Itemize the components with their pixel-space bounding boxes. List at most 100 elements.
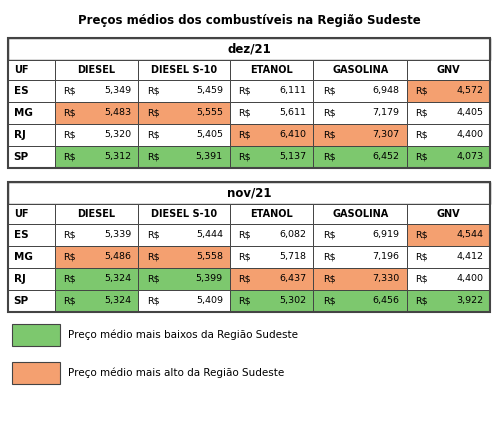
Text: RJ: RJ — [13, 274, 25, 284]
Text: 4,572: 4,572 — [456, 86, 484, 95]
Bar — [55, 102, 138, 124]
Text: R$: R$ — [323, 231, 335, 239]
Text: 6,452: 6,452 — [373, 153, 399, 161]
Text: 5,399: 5,399 — [196, 275, 223, 283]
Bar — [8, 224, 55, 246]
Text: Preços médios dos combustíveis na Região Sudeste: Preços médios dos combustíveis na Região… — [78, 14, 420, 27]
Text: 6,948: 6,948 — [373, 86, 399, 95]
Text: 6,437: 6,437 — [279, 275, 307, 283]
Text: R$: R$ — [63, 153, 76, 161]
Bar — [8, 204, 55, 224]
Text: 5,391: 5,391 — [196, 153, 223, 161]
Bar — [313, 204, 407, 224]
Text: GASOLINA: GASOLINA — [332, 65, 388, 75]
Bar — [138, 268, 230, 290]
Bar — [230, 60, 313, 80]
Text: ES: ES — [13, 86, 28, 96]
Text: 5,611: 5,611 — [279, 109, 307, 117]
Bar — [8, 80, 55, 102]
Text: R$: R$ — [63, 275, 76, 283]
Text: R$: R$ — [147, 296, 160, 306]
Text: R$: R$ — [323, 86, 335, 95]
Text: 5,459: 5,459 — [196, 86, 223, 95]
Text: R$: R$ — [323, 275, 335, 283]
Text: R$: R$ — [239, 153, 251, 161]
Text: 4,405: 4,405 — [456, 109, 484, 117]
Bar — [8, 124, 55, 146]
Bar — [55, 124, 138, 146]
Text: 4,400: 4,400 — [456, 275, 484, 283]
Text: GNV: GNV — [437, 65, 460, 75]
Text: GNV: GNV — [437, 209, 460, 219]
Text: R$: R$ — [323, 109, 335, 117]
Bar — [55, 268, 138, 290]
Text: 5,483: 5,483 — [105, 109, 131, 117]
Text: R$: R$ — [239, 275, 251, 283]
Text: R$: R$ — [63, 231, 76, 239]
Text: 6,456: 6,456 — [373, 296, 399, 306]
Bar — [138, 80, 230, 102]
Text: R$: R$ — [415, 130, 428, 140]
Text: 6,919: 6,919 — [373, 231, 399, 239]
Text: GASOLINA: GASOLINA — [332, 209, 388, 219]
Text: nov/21: nov/21 — [227, 187, 271, 200]
Bar — [8, 246, 55, 268]
Bar — [230, 246, 313, 268]
Bar — [230, 102, 313, 124]
Bar — [230, 124, 313, 146]
Text: R$: R$ — [63, 109, 76, 117]
Bar — [138, 102, 230, 124]
Bar — [8, 268, 55, 290]
Bar — [8, 290, 55, 312]
Text: 4,544: 4,544 — [456, 231, 484, 239]
Text: 5,349: 5,349 — [105, 86, 131, 95]
Bar — [313, 146, 407, 168]
Text: DIESEL: DIESEL — [78, 209, 116, 219]
Text: SP: SP — [13, 152, 29, 162]
Text: RJ: RJ — [13, 130, 25, 140]
Text: 5,324: 5,324 — [105, 296, 131, 306]
Text: R$: R$ — [415, 153, 428, 161]
Text: 5,555: 5,555 — [196, 109, 223, 117]
Text: R$: R$ — [63, 86, 76, 95]
Text: 5,409: 5,409 — [196, 296, 223, 306]
Text: 7,196: 7,196 — [373, 252, 399, 262]
Text: R$: R$ — [239, 296, 251, 306]
Bar — [407, 60, 490, 80]
Text: 5,324: 5,324 — [105, 275, 131, 283]
Bar — [230, 224, 313, 246]
Text: R$: R$ — [415, 296, 428, 306]
Text: R$: R$ — [63, 130, 76, 140]
Text: 6,111: 6,111 — [279, 86, 307, 95]
Text: SP: SP — [13, 296, 29, 306]
Text: R$: R$ — [323, 130, 335, 140]
Text: R$: R$ — [323, 296, 335, 306]
Text: ETANOL: ETANOL — [250, 65, 293, 75]
Bar — [313, 80, 407, 102]
Bar — [313, 290, 407, 312]
Text: dez/21: dez/21 — [227, 42, 271, 55]
Text: MG: MG — [13, 252, 32, 262]
Text: Preço médio mais alto da Região Sudeste: Preço médio mais alto da Região Sudeste — [68, 368, 284, 378]
Bar — [407, 224, 490, 246]
Text: 4,400: 4,400 — [456, 130, 484, 140]
Bar — [230, 146, 313, 168]
Text: 7,307: 7,307 — [373, 130, 399, 140]
Bar — [138, 146, 230, 168]
Bar — [230, 80, 313, 102]
Bar — [138, 246, 230, 268]
Text: R$: R$ — [415, 252, 428, 262]
Bar — [138, 60, 230, 80]
Text: DIESEL: DIESEL — [78, 65, 116, 75]
Bar — [313, 124, 407, 146]
Bar — [55, 290, 138, 312]
Text: 5,405: 5,405 — [196, 130, 223, 140]
Text: DIESEL S-10: DIESEL S-10 — [151, 209, 217, 219]
Text: 6,082: 6,082 — [279, 231, 307, 239]
Text: R$: R$ — [239, 86, 251, 95]
Bar — [55, 146, 138, 168]
Bar — [55, 246, 138, 268]
Text: R$: R$ — [323, 252, 335, 262]
Text: R$: R$ — [239, 130, 251, 140]
Text: 4,412: 4,412 — [456, 252, 484, 262]
